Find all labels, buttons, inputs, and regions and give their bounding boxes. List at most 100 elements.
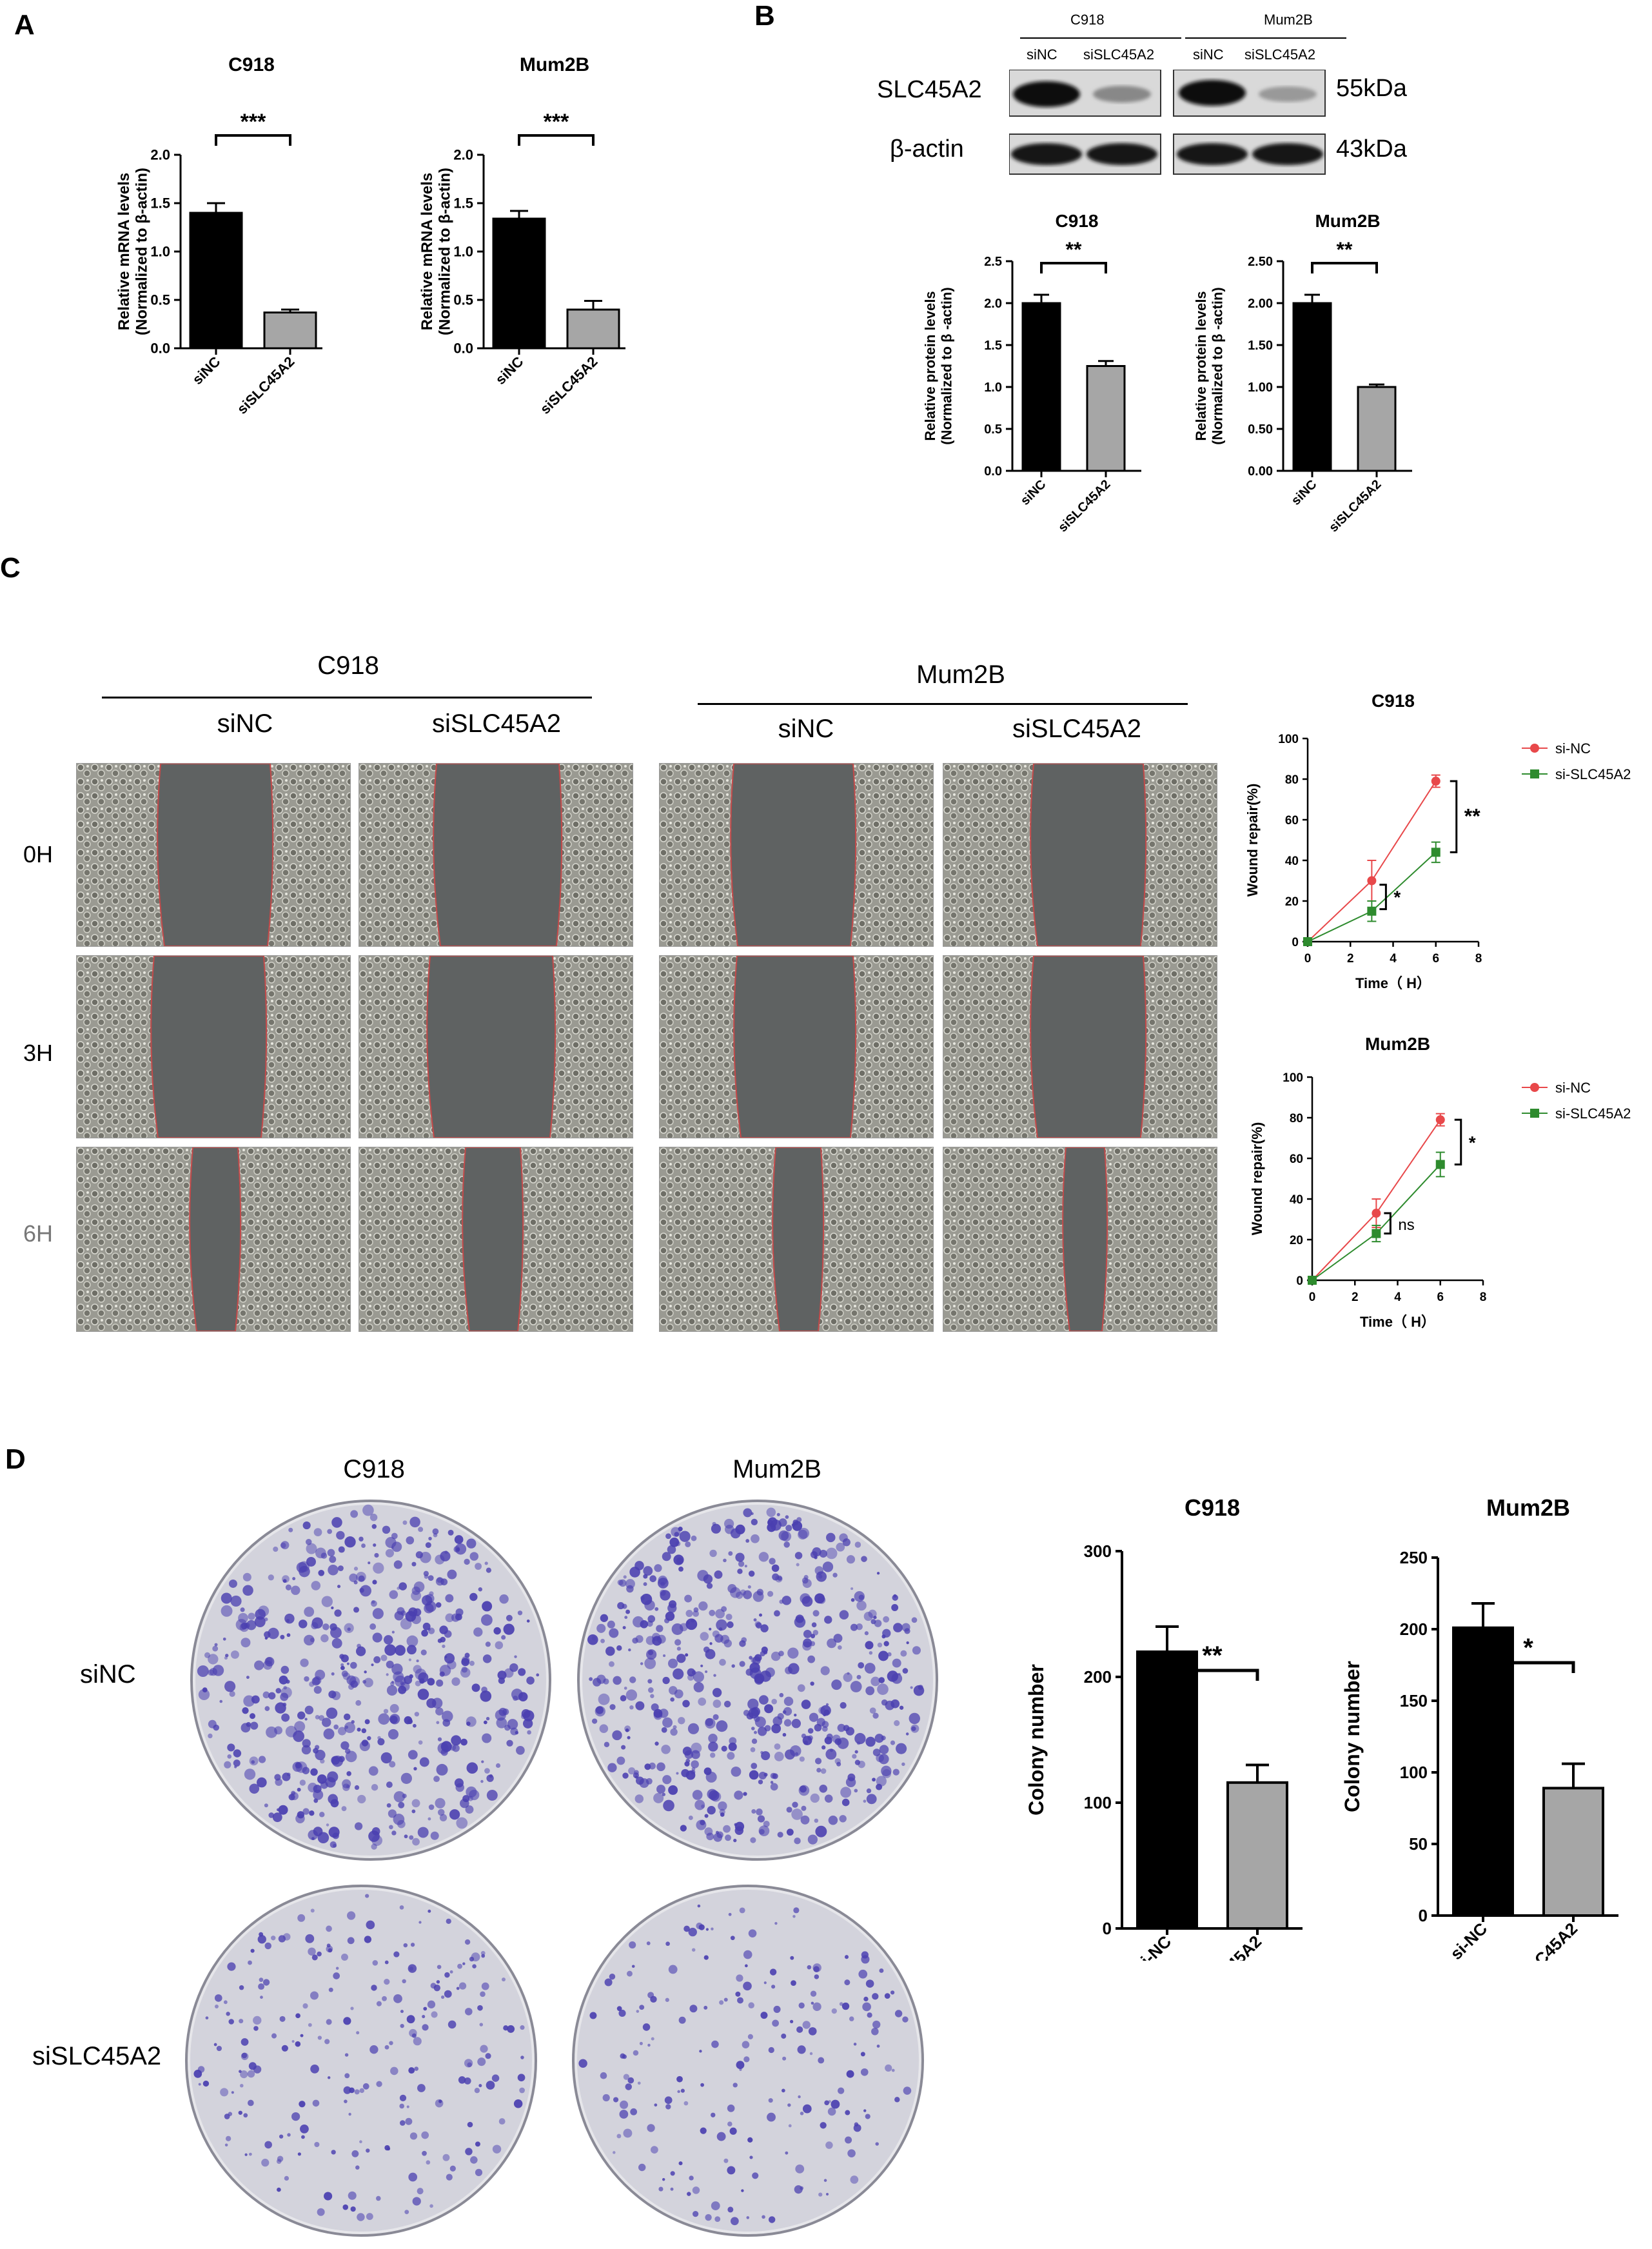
colony (673, 1668, 684, 1680)
colony (495, 1763, 501, 1768)
colony (312, 2099, 320, 2107)
colony (749, 1770, 759, 1780)
colony (390, 2066, 398, 2076)
colony (317, 1774, 327, 1784)
colony (304, 1676, 310, 1682)
colony (242, 1572, 251, 1581)
data-point (1435, 1160, 1445, 1169)
colony (284, 2175, 290, 2181)
colony-plate-icon (572, 1885, 924, 2237)
colony (254, 1616, 266, 1628)
colony (406, 1645, 417, 1655)
colony (342, 2204, 349, 2210)
colony (213, 1724, 219, 1731)
colony (728, 1551, 733, 1556)
colony (439, 1814, 447, 1821)
colony (280, 1692, 289, 1701)
colony (803, 1638, 812, 1648)
colony (369, 1513, 378, 1521)
blot-cell-line-mum2b: Mum2B (1264, 12, 1313, 28)
colony (622, 1626, 626, 1630)
colony (416, 1659, 419, 1663)
y-tick-label: 2.50 (1248, 255, 1273, 269)
colony (821, 1726, 828, 1732)
colony (809, 2052, 813, 2056)
colony (791, 1808, 803, 1820)
colony (616, 2134, 622, 2139)
colony (731, 1664, 735, 1668)
colony (357, 1727, 361, 1732)
colony (239, 1985, 244, 1990)
colony (480, 1779, 484, 1783)
colony (662, 1552, 671, 1561)
colony (750, 1837, 756, 1843)
colony (623, 2074, 630, 2080)
colony (249, 1783, 260, 1794)
colony (272, 1812, 282, 1823)
colony (262, 1979, 270, 1986)
colony (768, 2098, 773, 2103)
colony (646, 1649, 657, 1660)
blot-size-label: 55kDa (1336, 75, 1407, 102)
colony (382, 1525, 391, 1534)
colony (809, 1712, 819, 1722)
colony (197, 2066, 205, 2073)
colony (840, 1701, 847, 1709)
wound-header-mum2b: Mum2B (916, 660, 1005, 689)
y-axis-label-line: (Normalized to β-actin) (133, 168, 151, 335)
colony (361, 1543, 366, 1548)
colony (662, 2177, 665, 2181)
colony (708, 1741, 718, 1752)
legend-label: si-NC (1555, 740, 1591, 757)
colony (246, 1676, 250, 1679)
colony (627, 1970, 633, 1977)
colony (711, 2201, 720, 2210)
colony (429, 2204, 433, 2208)
colony (302, 2003, 308, 2009)
colony (700, 2127, 707, 2134)
colony (714, 1570, 723, 1579)
colony (658, 2186, 664, 2192)
colony (733, 2083, 738, 2088)
colony (291, 2112, 300, 2121)
colony (273, 1546, 279, 1552)
x-tick-label: siSLC45A2 (1056, 477, 1113, 535)
colony (687, 1674, 694, 1681)
colony (224, 2143, 228, 2146)
colony (899, 1705, 904, 1710)
colony (798, 1527, 810, 1539)
colony (664, 2096, 673, 2105)
colony (377, 1738, 385, 1746)
colony (613, 1676, 622, 1685)
colony (458, 2076, 466, 2084)
colony (331, 1638, 342, 1649)
colony (810, 1551, 818, 1558)
colony (705, 2214, 712, 2221)
colony (484, 1561, 488, 1565)
colony (308, 1830, 319, 1840)
colony (509, 1663, 518, 1672)
colony (747, 1585, 751, 1589)
colony (452, 1744, 460, 1752)
colony (783, 1719, 792, 1727)
colony (685, 1541, 691, 1547)
colony (405, 2117, 413, 2125)
colony (442, 1719, 451, 1727)
colony (467, 2121, 473, 2128)
colony (422, 2024, 429, 2031)
colony (333, 1724, 339, 1730)
colony (678, 1717, 685, 1725)
colony (683, 1925, 690, 1932)
colony (239, 2070, 242, 2074)
colony (670, 1728, 678, 1736)
colony (230, 1650, 239, 1659)
y-axis-label-line: (Normalized to β -actin) (1209, 287, 1225, 444)
colony (837, 2087, 845, 2094)
colony (734, 1790, 743, 1800)
colony (383, 1635, 393, 1645)
y-tick-label: 80 (1290, 1112, 1303, 1125)
colony (439, 1671, 445, 1677)
colony (700, 1664, 703, 1668)
x-tick-label: si-NC (1130, 1932, 1175, 1961)
colony (361, 1728, 367, 1734)
